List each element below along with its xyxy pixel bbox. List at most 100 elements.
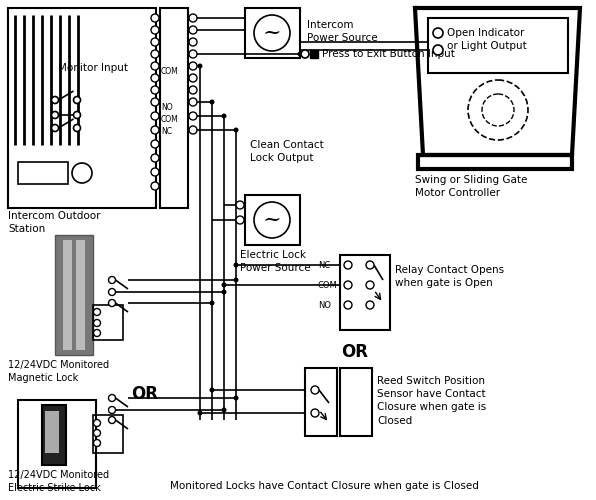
Bar — [55, 235, 93, 355]
Circle shape — [236, 216, 244, 224]
Circle shape — [468, 80, 528, 140]
Text: Electric Lock
Power Source: Electric Lock Power Source — [240, 250, 311, 273]
Circle shape — [73, 112, 80, 118]
Bar — [45, 411, 59, 453]
Circle shape — [234, 278, 238, 282]
Text: Clean Contact
Lock Output: Clean Contact Lock Output — [250, 140, 324, 163]
Circle shape — [108, 406, 116, 414]
Bar — [42, 405, 66, 465]
Circle shape — [433, 45, 443, 55]
Bar — [63, 240, 72, 350]
Circle shape — [151, 50, 159, 58]
Circle shape — [51, 124, 58, 132]
Circle shape — [210, 300, 215, 306]
Text: Swing or Sliding Gate
Motor Controller: Swing or Sliding Gate Motor Controller — [415, 175, 527, 198]
Circle shape — [94, 320, 101, 326]
Circle shape — [51, 96, 58, 103]
Bar — [310, 50, 318, 58]
Bar — [340, 368, 372, 436]
Circle shape — [73, 96, 80, 103]
Text: COM: COM — [318, 280, 338, 289]
Bar — [76, 240, 85, 350]
Bar — [428, 18, 568, 73]
Text: ~: ~ — [263, 22, 281, 44]
Text: NC: NC — [161, 128, 172, 136]
Bar — [305, 368, 337, 436]
Text: Monitor Input: Monitor Input — [58, 63, 128, 73]
Circle shape — [94, 430, 101, 436]
Text: Reed Switch Position
Sensor have Contact
Closure when gate is
Closed: Reed Switch Position Sensor have Contact… — [377, 376, 486, 426]
Circle shape — [366, 301, 374, 309]
Bar — [245, 8, 300, 58]
Circle shape — [189, 14, 197, 22]
Text: Intercom
Power Source: Intercom Power Source — [307, 20, 378, 43]
Circle shape — [222, 114, 226, 118]
Circle shape — [254, 15, 290, 51]
Circle shape — [108, 394, 116, 402]
Circle shape — [197, 410, 203, 416]
Bar — [418, 155, 572, 169]
Text: OR: OR — [132, 385, 159, 403]
Bar — [8, 8, 156, 208]
Circle shape — [189, 38, 197, 46]
Circle shape — [189, 112, 197, 120]
Circle shape — [189, 86, 197, 94]
Circle shape — [210, 388, 215, 392]
Circle shape — [108, 276, 116, 283]
Circle shape — [108, 416, 116, 424]
Circle shape — [94, 330, 101, 336]
Text: COM: COM — [161, 116, 179, 124]
Bar — [93, 415, 123, 453]
Circle shape — [189, 98, 197, 106]
Circle shape — [151, 98, 159, 106]
Circle shape — [189, 26, 197, 34]
Text: Monitored Locks have Contact Closure when gate is Closed: Monitored Locks have Contact Closure whe… — [170, 481, 479, 491]
Circle shape — [222, 290, 226, 294]
Circle shape — [297, 52, 303, 57]
Circle shape — [344, 301, 352, 309]
Circle shape — [94, 420, 101, 426]
Text: Intercom Outdoor
Station: Intercom Outdoor Station — [8, 211, 101, 234]
Text: COM: COM — [161, 68, 179, 76]
Circle shape — [301, 50, 309, 58]
Circle shape — [151, 168, 159, 176]
Circle shape — [151, 62, 159, 70]
Circle shape — [210, 100, 215, 104]
Circle shape — [151, 86, 159, 94]
Circle shape — [108, 288, 116, 296]
Bar — [160, 8, 188, 208]
Text: Press to Exit Button Input: Press to Exit Button Input — [322, 49, 455, 59]
Circle shape — [311, 386, 319, 394]
Circle shape — [189, 74, 197, 82]
Circle shape — [344, 261, 352, 269]
Text: Relay Contact Opens
when gate is Open: Relay Contact Opens when gate is Open — [395, 265, 504, 288]
Circle shape — [344, 281, 352, 289]
Circle shape — [189, 50, 197, 58]
Circle shape — [151, 126, 159, 134]
Circle shape — [254, 202, 290, 238]
Bar — [18, 162, 68, 184]
Text: NO: NO — [318, 300, 331, 310]
Text: 12/24VDC Monitored
Electric Strike Lock: 12/24VDC Monitored Electric Strike Lock — [8, 470, 109, 493]
Circle shape — [189, 62, 197, 70]
Text: NO: NO — [161, 104, 173, 112]
Text: NC: NC — [318, 260, 330, 270]
Circle shape — [151, 154, 159, 162]
Circle shape — [236, 201, 244, 209]
Circle shape — [151, 112, 159, 120]
Bar — [93, 305, 123, 340]
Circle shape — [197, 64, 203, 68]
Circle shape — [94, 440, 101, 446]
Circle shape — [72, 163, 92, 183]
Circle shape — [234, 396, 238, 400]
Circle shape — [482, 94, 514, 126]
Circle shape — [151, 14, 159, 22]
Circle shape — [151, 74, 159, 82]
Circle shape — [234, 262, 238, 268]
Circle shape — [151, 182, 159, 190]
Text: 12/24VDC Monitored
Magnetic Lock: 12/24VDC Monitored Magnetic Lock — [8, 360, 109, 383]
Text: Open Indicator
or Light Output: Open Indicator or Light Output — [447, 28, 527, 51]
Polygon shape — [415, 8, 580, 155]
Bar — [18, 400, 96, 488]
Circle shape — [51, 112, 58, 118]
